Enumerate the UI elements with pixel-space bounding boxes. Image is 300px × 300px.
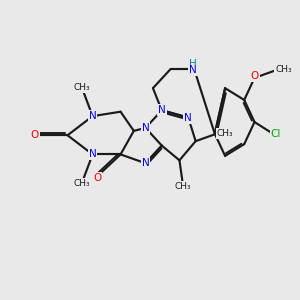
Text: Cl: Cl: [271, 129, 281, 139]
Text: O: O: [31, 130, 39, 140]
Text: N: N: [89, 149, 97, 159]
Text: N: N: [89, 111, 97, 121]
Text: N: N: [142, 123, 149, 133]
Text: CH₃: CH₃: [217, 129, 233, 138]
Text: O: O: [250, 71, 259, 81]
Text: N: N: [184, 112, 192, 123]
Text: CH₃: CH₃: [174, 182, 191, 191]
Text: N: N: [142, 158, 149, 168]
Text: CH₃: CH₃: [275, 65, 292, 74]
Text: CH₃: CH₃: [74, 83, 91, 92]
Text: N: N: [158, 105, 166, 115]
Text: O: O: [93, 173, 101, 183]
Text: CH₃: CH₃: [74, 179, 91, 188]
Text: H: H: [189, 59, 196, 69]
Text: N: N: [189, 65, 196, 76]
